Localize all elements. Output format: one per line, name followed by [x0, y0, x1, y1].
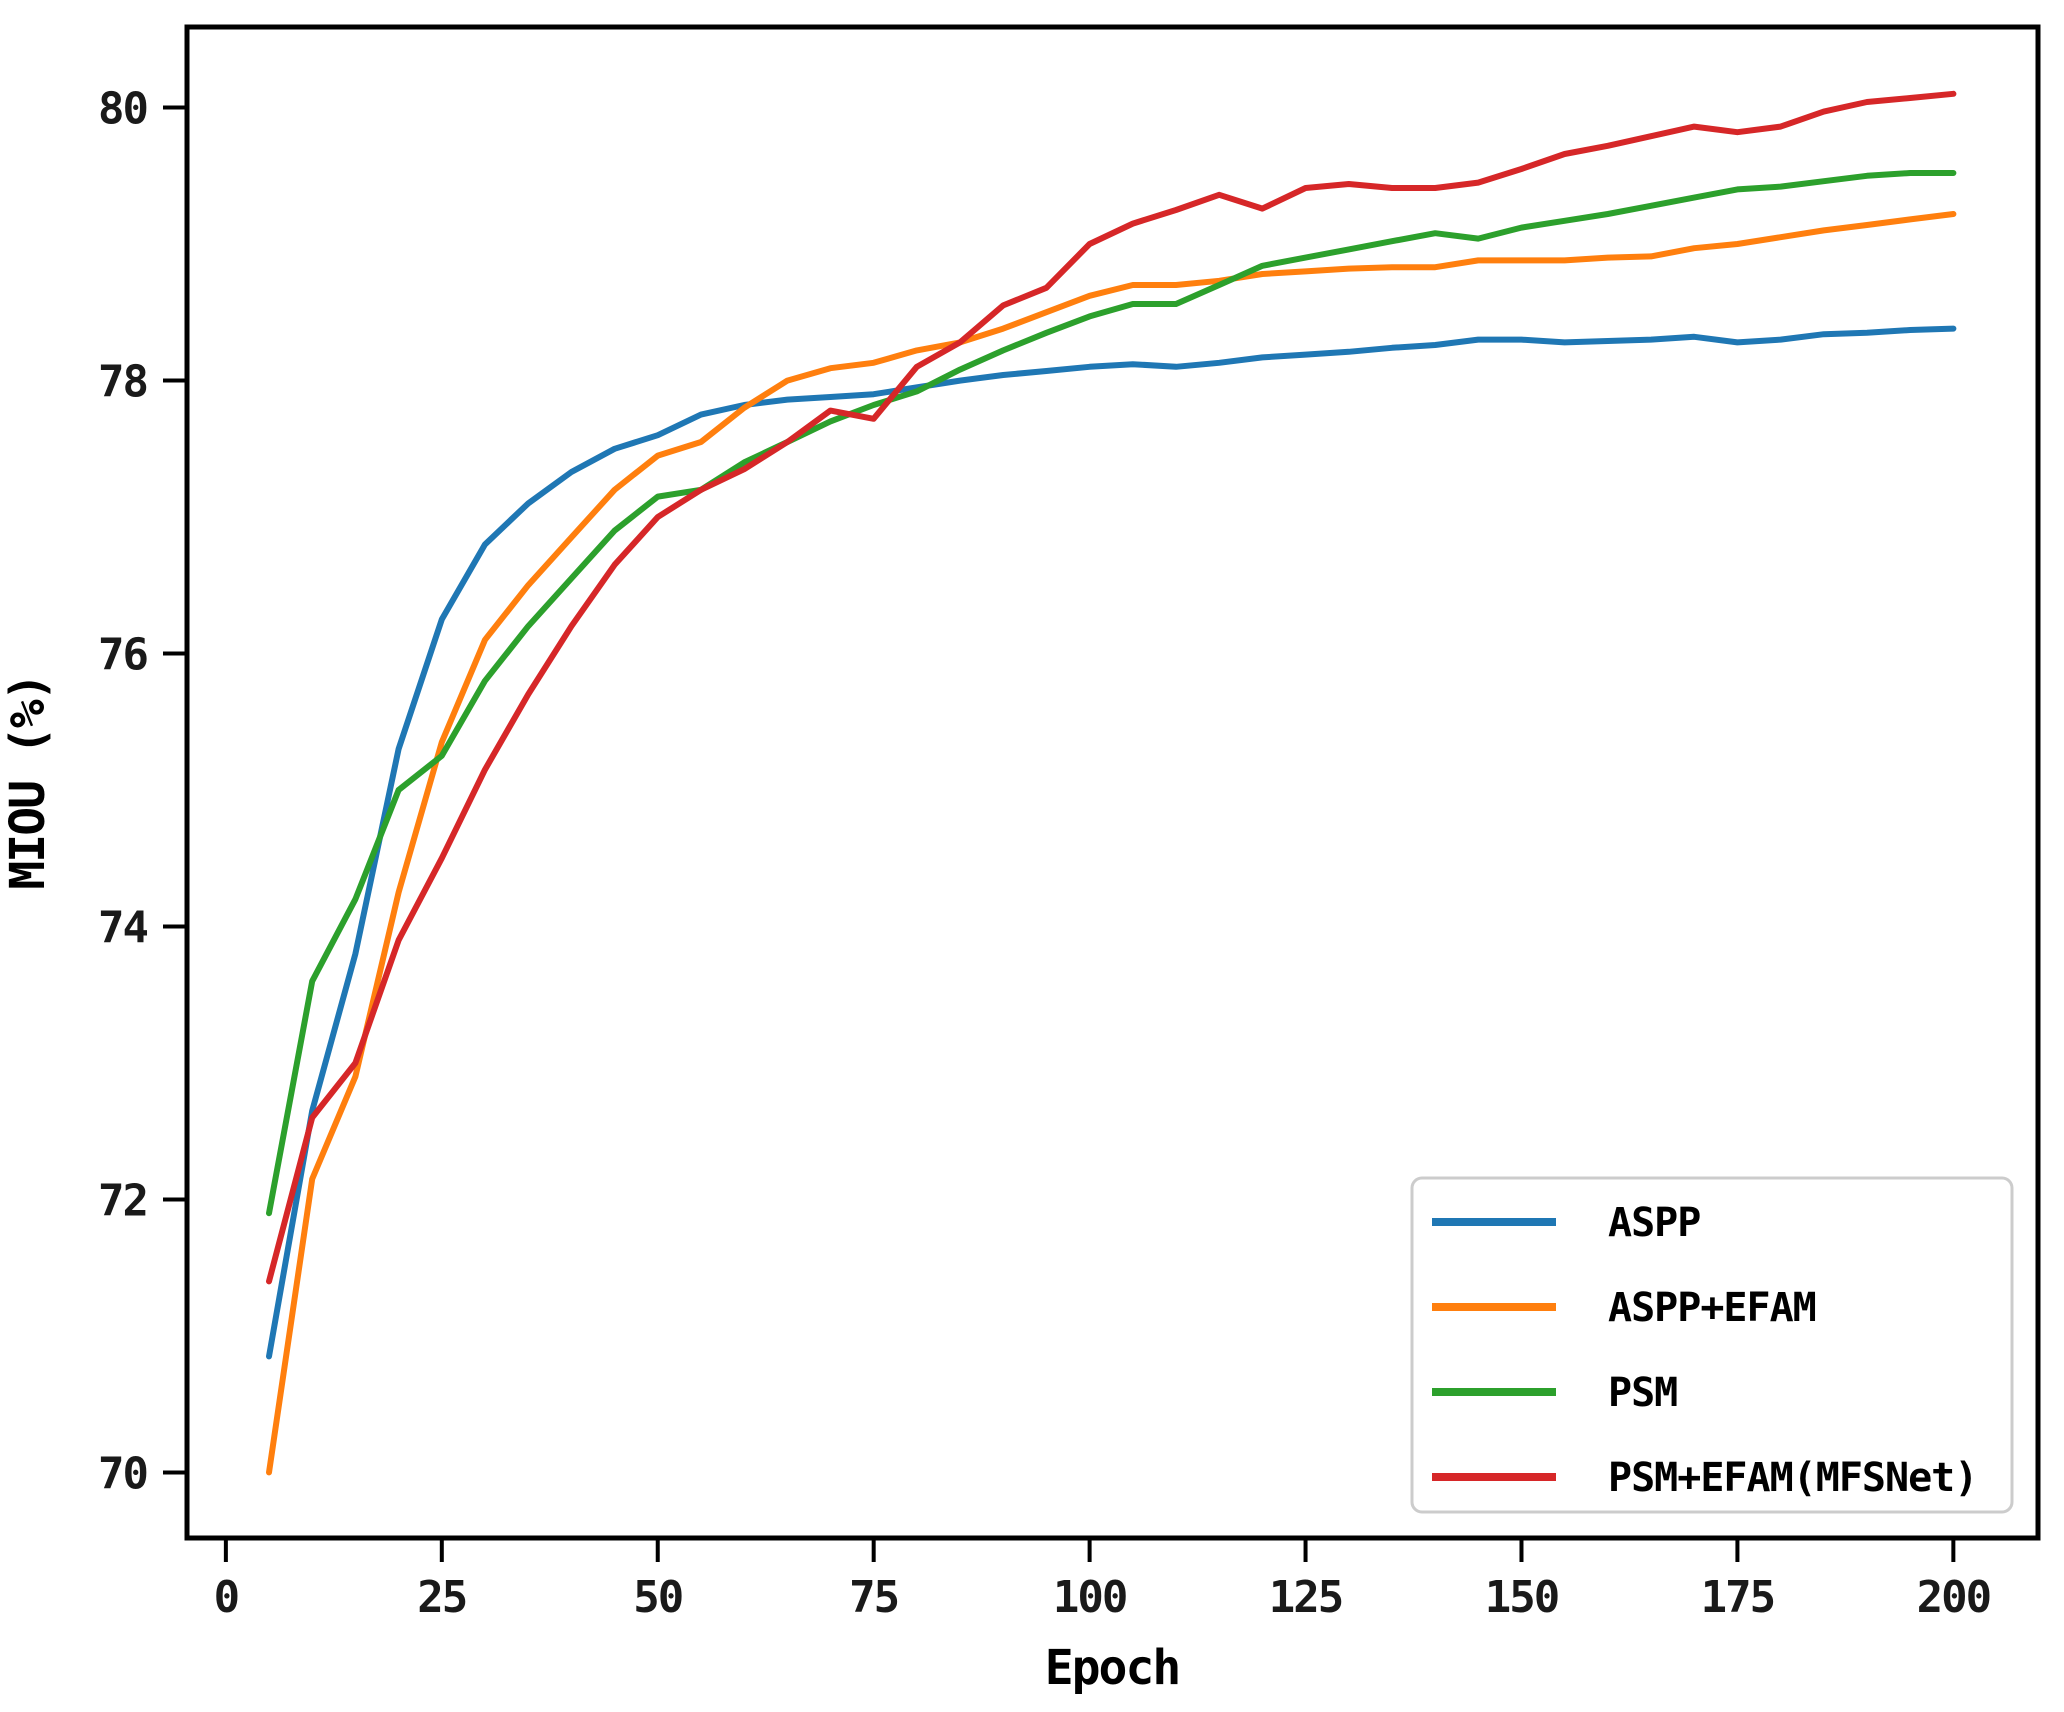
x-tick-label: 75: [849, 1572, 898, 1623]
y-tick-label: 74: [98, 903, 147, 954]
x-tick-label: 200: [1917, 1572, 1990, 1623]
series-line-psm: [266, 170, 1957, 1217]
x-tick-label: 150: [1485, 1572, 1558, 1623]
x-tick-label: 0: [214, 1572, 239, 1623]
x-axis-ticks: 0 25 50 75 100 125 150 175 200: [214, 1538, 1992, 1623]
legend: ASPP ASPP+EFAM PSM PSM+EFAM(MFSNet): [1410, 1176, 2014, 1514]
y-tick-label: 70: [98, 1448, 147, 1499]
legend-box: [1410, 1176, 2014, 1514]
x-tick-label: 175: [1701, 1572, 1774, 1623]
series-line-psm-efam-mfsnet-: [266, 90, 1957, 1285]
y-tick-label: 76: [98, 630, 147, 681]
x-axis-label: Epoch: [1045, 1640, 1180, 1696]
y-tick-label: 78: [98, 357, 147, 408]
x-tick-label: 50: [633, 1572, 682, 1623]
legend-item: ASPP: [1432, 1200, 1701, 1246]
series-line-aspp-efam: [266, 211, 1957, 1476]
x-tick-label: 25: [417, 1572, 466, 1623]
series-line-aspp: [266, 325, 1957, 1360]
legend-label-psm: PSM: [1608, 1370, 1677, 1416]
curves-group: [266, 90, 1957, 1476]
legend-item: ASPP+EFAM: [1432, 1285, 1817, 1331]
y-axis-ticks: 70 72 74 76 78 80: [98, 84, 187, 1499]
legend-item: PSM: [1432, 1370, 1678, 1416]
legend-label-aspp-efam: ASPP+EFAM: [1608, 1285, 1816, 1331]
y-tick-label: 72: [98, 1175, 147, 1226]
y-tick-label: 80: [98, 84, 147, 135]
axes-border: [184, 24, 2041, 1541]
x-tick-label: 100: [1053, 1572, 1126, 1623]
y-axis-label: MIOU (%): [0, 674, 56, 889]
legend-label-psm-efam-mfsnet: PSM+EFAM(MFSNet): [1608, 1455, 1977, 1501]
x-tick-label: 125: [1269, 1572, 1342, 1623]
legend-item: PSM+EFAM(MFSNet): [1432, 1455, 1978, 1501]
legend-label-aspp: ASPP: [1608, 1200, 1700, 1246]
